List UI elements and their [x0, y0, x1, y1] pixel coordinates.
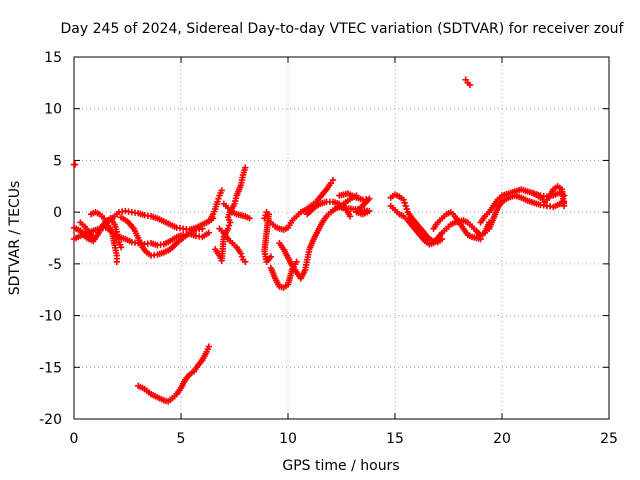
x-tick-label: 5 [177, 431, 186, 447]
data-point-marker [71, 161, 79, 168]
series-sat-24 [485, 192, 568, 232]
data-point-marker [267, 253, 275, 260]
data-point-marker [199, 225, 206, 232]
y-tick-label: 10 [44, 102, 62, 118]
x-axis-label: GPS time / hours [282, 458, 399, 474]
y-tick-label: -5 [48, 257, 62, 273]
data-point-marker [218, 187, 225, 194]
data-point-marker [329, 176, 337, 184]
series-sat-13 [261, 208, 275, 265]
x-tick-label: 15 [386, 431, 404, 447]
data-point-marker [403, 205, 410, 213]
series-sat-01 [70, 161, 79, 168]
plot-frame [73, 56, 610, 420]
data-point-marker [238, 253, 246, 260]
series-sat-10 [216, 225, 249, 265]
data-point-marker [205, 343, 213, 350]
data-point-marker [346, 213, 354, 220]
y-tick-label: 15 [44, 50, 62, 66]
y-tick-label: -10 [39, 309, 62, 325]
series-sat-25 [530, 183, 568, 210]
data-point-marker [262, 212, 269, 219]
series-sat-15 [267, 258, 300, 291]
data-points [70, 76, 568, 405]
data-point-marker [402, 202, 409, 210]
data-point-marker [242, 258, 249, 265]
data-point-marker [466, 81, 474, 89]
series-sat-12 [135, 343, 213, 405]
data-point-marker [205, 229, 213, 237]
data-point-marker [224, 225, 232, 232]
grid-lines [74, 57, 609, 419]
data-point-marker [401, 199, 408, 207]
data-point-marker [225, 222, 233, 229]
x-tick-label: 20 [493, 431, 511, 447]
axis-ticks [73, 56, 610, 420]
data-point-marker [215, 195, 222, 202]
series-sat-08 [203, 187, 225, 226]
tick-labels: 0 5 10 15 20 25 15 10 5 0 -5 -10 -15 -20 [39, 50, 618, 447]
x-tick-label: 10 [279, 431, 297, 447]
data-point-marker [400, 196, 407, 203]
data-point-marker [242, 164, 249, 171]
series-sat-09 [212, 164, 249, 264]
data-point-marker [90, 234, 97, 242]
series-sat-05 [77, 219, 97, 242]
data-point-marker [246, 215, 253, 222]
data-point-marker [237, 250, 245, 257]
data-point-marker [117, 244, 125, 251]
x-tick-label: 0 [70, 431, 79, 447]
data-point-marker [214, 198, 221, 205]
data-point-marker [340, 202, 347, 210]
data-point-marker [293, 258, 300, 265]
series-sat-07 [117, 214, 206, 259]
y-tick-label: -20 [39, 412, 62, 428]
data-point-marker [113, 258, 120, 265]
series-sat-04 [87, 208, 120, 265]
chart-title: Day 245 of 2024, Sidereal Day-to-day VTE… [61, 21, 625, 37]
y-tick-label: 0 [53, 205, 62, 221]
data-point-marker [560, 202, 568, 210]
series-sat-11 [220, 200, 253, 222]
data-point-marker [477, 235, 484, 243]
y-tick-label: -15 [39, 360, 62, 376]
x-tick-label: 25 [600, 431, 618, 447]
series-sat-22 [462, 76, 474, 89]
series-sat-18 [334, 190, 373, 218]
y-axis-label: SDTVAR / TECUs [7, 181, 23, 296]
series-sat-20 [387, 202, 493, 248]
series-sat-21 [430, 208, 484, 243]
y-tick-label: 5 [53, 153, 62, 169]
